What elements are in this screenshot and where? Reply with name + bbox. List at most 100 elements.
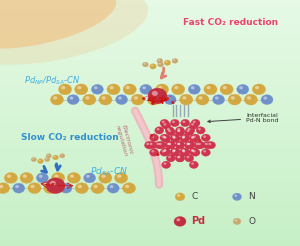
Circle shape xyxy=(173,149,175,152)
Circle shape xyxy=(131,94,144,105)
Circle shape xyxy=(162,135,171,142)
Circle shape xyxy=(189,135,198,142)
Circle shape xyxy=(0,183,10,194)
Circle shape xyxy=(182,149,185,152)
Circle shape xyxy=(99,94,112,105)
Circle shape xyxy=(231,96,235,100)
Circle shape xyxy=(239,86,243,89)
Circle shape xyxy=(174,86,178,89)
Circle shape xyxy=(0,185,3,188)
Circle shape xyxy=(166,141,175,149)
Circle shape xyxy=(171,135,180,142)
Circle shape xyxy=(70,96,74,100)
Circle shape xyxy=(206,86,211,89)
Circle shape xyxy=(187,143,189,145)
Circle shape xyxy=(110,86,114,89)
Circle shape xyxy=(164,136,166,138)
Text: Fast CO₂ reduction: Fast CO₂ reduction xyxy=(183,18,279,27)
Circle shape xyxy=(85,96,90,100)
Circle shape xyxy=(180,148,189,155)
Text: Pd$_{\mathregular{NP}}$/Pd$_{\mathregular{SA}}$-CN: Pd$_{\mathregular{NP}}$/Pd$_{\mathregula… xyxy=(24,75,81,87)
Circle shape xyxy=(193,150,196,153)
Circle shape xyxy=(162,135,171,142)
Circle shape xyxy=(23,174,27,178)
Circle shape xyxy=(152,135,154,138)
Circle shape xyxy=(176,128,184,136)
Text: Slow CO₂ reduction: Slow CO₂ reduction xyxy=(21,133,119,142)
Circle shape xyxy=(84,173,96,183)
Circle shape xyxy=(168,156,171,158)
Circle shape xyxy=(263,96,267,100)
Circle shape xyxy=(205,143,208,145)
Circle shape xyxy=(61,86,65,89)
FancyArrowPatch shape xyxy=(161,68,166,78)
Circle shape xyxy=(174,216,186,226)
Circle shape xyxy=(177,156,180,158)
Circle shape xyxy=(155,141,164,149)
Circle shape xyxy=(86,175,90,178)
Circle shape xyxy=(157,128,160,130)
Text: O: O xyxy=(248,217,255,226)
Circle shape xyxy=(180,148,189,155)
Circle shape xyxy=(13,183,25,193)
Circle shape xyxy=(78,185,82,188)
Circle shape xyxy=(180,135,189,142)
Circle shape xyxy=(188,128,190,130)
Circle shape xyxy=(182,135,185,138)
Circle shape xyxy=(180,135,189,142)
Circle shape xyxy=(167,128,170,130)
Circle shape xyxy=(150,143,152,145)
Circle shape xyxy=(182,149,185,152)
Circle shape xyxy=(125,185,129,188)
Circle shape xyxy=(166,154,175,162)
Text: e⁻: e⁻ xyxy=(198,138,204,143)
Circle shape xyxy=(172,84,185,95)
Circle shape xyxy=(36,173,48,183)
Circle shape xyxy=(150,64,156,69)
Circle shape xyxy=(117,174,122,178)
Circle shape xyxy=(159,63,161,64)
Circle shape xyxy=(140,84,152,94)
Circle shape xyxy=(182,96,187,100)
Circle shape xyxy=(7,174,11,178)
Circle shape xyxy=(196,141,205,149)
Circle shape xyxy=(172,59,178,63)
Circle shape xyxy=(191,149,200,156)
Circle shape xyxy=(193,135,196,138)
Circle shape xyxy=(198,96,203,100)
Text: e⁻: e⁻ xyxy=(51,182,57,187)
Circle shape xyxy=(164,162,166,165)
Circle shape xyxy=(244,94,257,105)
Circle shape xyxy=(194,141,203,149)
Circle shape xyxy=(83,94,96,105)
Circle shape xyxy=(181,119,190,127)
Circle shape xyxy=(188,143,190,145)
Circle shape xyxy=(28,183,41,194)
Circle shape xyxy=(151,65,153,66)
Circle shape xyxy=(191,162,194,165)
Circle shape xyxy=(142,62,148,67)
Circle shape xyxy=(52,155,59,160)
Circle shape xyxy=(162,121,165,123)
Circle shape xyxy=(147,94,161,105)
Circle shape xyxy=(67,172,80,183)
Circle shape xyxy=(162,150,165,153)
Circle shape xyxy=(75,183,88,194)
Circle shape xyxy=(46,185,50,188)
Circle shape xyxy=(162,148,171,155)
Text: e⁻: e⁻ xyxy=(166,96,173,101)
Text: C: C xyxy=(191,192,198,201)
Circle shape xyxy=(160,149,169,156)
Circle shape xyxy=(198,128,201,130)
Circle shape xyxy=(176,141,184,149)
Circle shape xyxy=(160,119,169,127)
Circle shape xyxy=(70,174,74,178)
Circle shape xyxy=(54,156,56,157)
Circle shape xyxy=(164,149,166,152)
Circle shape xyxy=(150,96,154,100)
Circle shape xyxy=(158,59,160,61)
Circle shape xyxy=(107,84,120,95)
Circle shape xyxy=(186,127,195,134)
Circle shape xyxy=(60,183,72,193)
Circle shape xyxy=(175,193,185,201)
